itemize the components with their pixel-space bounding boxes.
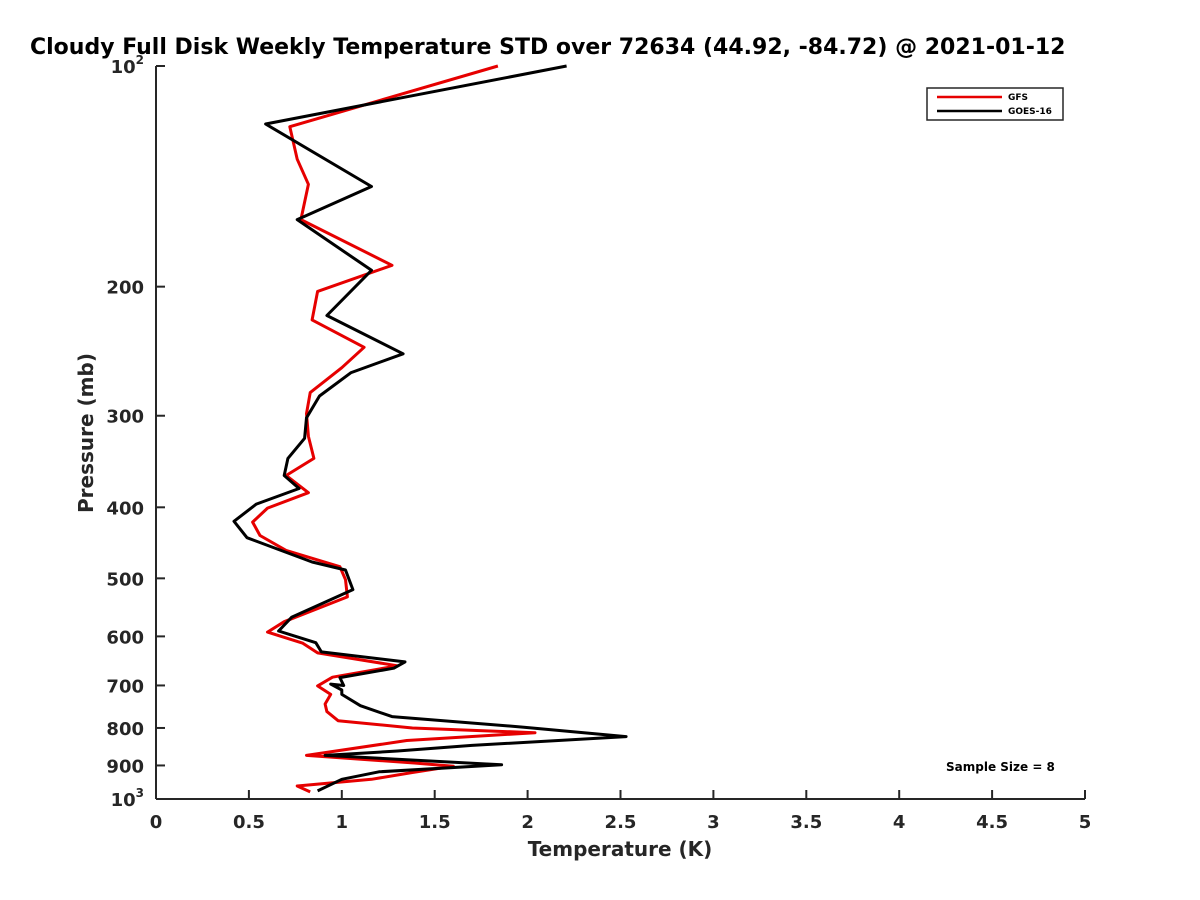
y-tick-group: 102 200 300 400 500 600 700 800 900 103 [106, 53, 165, 811]
legend-label-gfs: GFS [1008, 93, 1028, 103]
x-tick-label: 2 [521, 812, 534, 833]
y-tick-label: 700 [106, 676, 144, 697]
x-tick-label: 1 [336, 812, 349, 833]
y-tick-label: 900 [106, 756, 144, 777]
series-line-goes16 [232, 64, 628, 793]
y-tick-label: 102 [111, 53, 144, 78]
legend-label-goes16: GOES-16 [1008, 107, 1052, 117]
sample-size-annotation: Sample Size = 8 [946, 760, 1055, 774]
x-tick-label: 0.5 [233, 812, 265, 833]
x-tick-label: 3 [707, 812, 720, 833]
x-tick-label: 3.5 [790, 812, 822, 833]
x-axis-label: Temperature (K) [528, 837, 713, 861]
chart-title: Cloudy Full Disk Weekly Temperature STD … [30, 35, 1065, 60]
x-tick-label: 5 [1079, 812, 1092, 833]
x-tick-label: 2.5 [605, 812, 637, 833]
y-tick-label: 800 [106, 719, 144, 740]
series-layer [232, 64, 628, 794]
x-tick-label: 4 [893, 812, 906, 833]
x-tick-label: 4.5 [976, 812, 1008, 833]
x-tick-label: 1.5 [419, 812, 451, 833]
y-tick-label: 500 [106, 569, 144, 590]
x-tick-label: 0 [150, 812, 163, 833]
legend-box [926, 87, 1064, 121]
x-tick-group: 0 0.5 1 1.5 2 2.5 3 3.5 4 4.5 5 [150, 790, 1092, 833]
y-tick-label: 200 [106, 278, 144, 299]
y-tick-label: 400 [106, 498, 144, 519]
y-axis-label: Pressure (mb) [74, 353, 98, 513]
y-tick-label: 600 [106, 627, 144, 648]
y-tick-label: 103 [111, 786, 144, 811]
series-line-gfs [251, 64, 537, 794]
legend: GFS GOES-16 [926, 87, 1064, 121]
y-tick-label: 300 [106, 407, 144, 428]
